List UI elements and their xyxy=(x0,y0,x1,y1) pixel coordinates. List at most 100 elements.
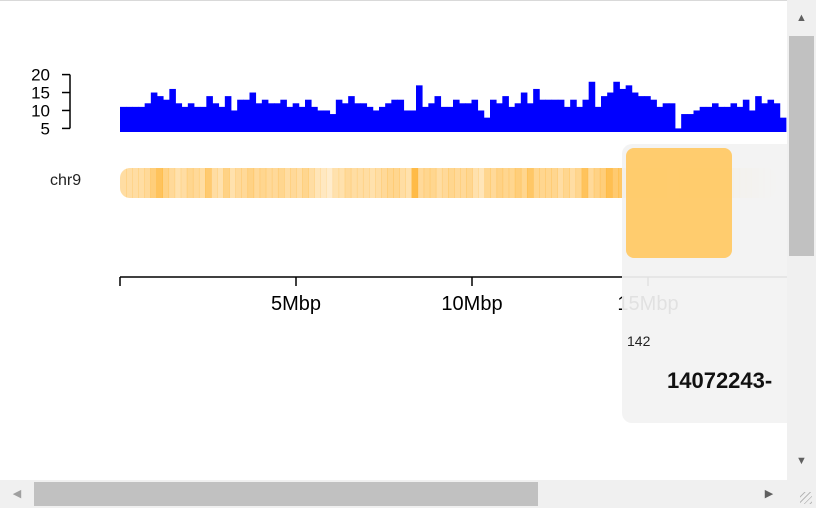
histogram-bar xyxy=(496,103,503,132)
histogram-bar xyxy=(317,110,324,132)
histogram-bar xyxy=(588,81,596,132)
ideogram-band xyxy=(551,168,558,198)
histogram-bar xyxy=(163,99,170,132)
ideogram-band xyxy=(308,168,315,198)
histogram-bar xyxy=(348,96,355,132)
histogram-bar xyxy=(305,99,312,132)
resize-grip-icon[interactable] xyxy=(800,492,812,504)
histogram-bar xyxy=(705,106,713,132)
ideogram-band xyxy=(314,168,321,198)
y-tick-label: 5 xyxy=(41,119,50,138)
histogram-bar xyxy=(570,99,577,132)
horizontal-scrollbar[interactable]: ◀ ▶ xyxy=(0,480,787,508)
histogram-bar xyxy=(675,128,682,132)
histogram-bar xyxy=(539,99,546,132)
histogram-bar xyxy=(582,99,590,132)
histogram-bar xyxy=(323,110,331,132)
histogram-bar xyxy=(681,114,688,132)
histogram-bar xyxy=(144,103,152,132)
x-tick-label: 10Mbp xyxy=(441,293,502,315)
ideogram-band xyxy=(393,168,400,198)
histogram-bar xyxy=(366,106,374,132)
histogram-bar xyxy=(280,99,287,132)
ideogram-band xyxy=(478,168,485,198)
histogram-bar xyxy=(730,103,738,132)
ideogram-band xyxy=(381,168,388,198)
ideogram-band xyxy=(612,168,619,198)
ideogram-band xyxy=(587,168,595,198)
ideogram-band xyxy=(223,168,230,198)
ideogram-band xyxy=(138,168,145,198)
scroll-up-icon[interactable]: ▲ xyxy=(796,12,807,24)
horizontal-scroll-thumb[interactable] xyxy=(34,482,538,506)
ideogram-band xyxy=(259,168,267,198)
ideogram-band xyxy=(344,168,352,198)
histogram-bar xyxy=(120,106,127,132)
histogram-bar xyxy=(779,117,787,132)
histogram-bar xyxy=(243,99,250,132)
resize-corner[interactable] xyxy=(787,480,816,508)
x-tick-label: 5Mbp xyxy=(271,293,321,315)
ideogram-band xyxy=(302,168,309,198)
histogram-bar xyxy=(601,96,608,132)
histogram-bar xyxy=(298,106,306,132)
ideogram-band xyxy=(132,168,139,198)
histogram-bar xyxy=(311,106,318,132)
histogram-bar xyxy=(268,103,275,132)
ideogram-band xyxy=(484,168,492,198)
ideogram-band xyxy=(150,168,157,198)
ideogram-band xyxy=(205,168,212,198)
scroll-down-icon[interactable]: ▼ xyxy=(796,455,807,467)
ideogram-band xyxy=(466,168,473,198)
scroll-right-icon[interactable]: ▶ xyxy=(764,488,774,500)
histogram-bar xyxy=(508,106,516,132)
histogram-bar xyxy=(594,106,602,132)
ideogram-band xyxy=(435,168,443,198)
histogram-bar xyxy=(126,106,133,132)
histogram-bar xyxy=(274,103,281,132)
ideogram-band xyxy=(168,168,176,198)
histogram-bar xyxy=(385,103,392,132)
ideogram-band xyxy=(417,168,425,198)
histogram-bar xyxy=(520,92,528,132)
histogram-bar xyxy=(483,117,491,132)
histogram-bar xyxy=(169,88,176,132)
histogram-bar xyxy=(724,106,731,132)
ideogram-band xyxy=(472,168,479,198)
tooltip-card: 142 14072243- xyxy=(622,144,787,423)
histogram-bar xyxy=(255,103,263,132)
vertical-scrollbar[interactable]: ▲ ▼ xyxy=(787,0,816,480)
histogram-bar xyxy=(329,114,337,132)
histogram-bar xyxy=(416,85,423,132)
histogram-bar xyxy=(453,99,460,132)
histogram-bar xyxy=(767,99,775,132)
ideogram-band xyxy=(399,168,406,198)
ideogram-band xyxy=(198,168,206,198)
histogram-bar xyxy=(712,103,719,132)
ideogram-band xyxy=(174,168,182,198)
y-tick-label: 10 xyxy=(31,101,50,120)
histogram-bar xyxy=(761,103,768,132)
histogram-bar xyxy=(391,99,398,132)
histogram-bar xyxy=(354,103,361,132)
ideogram-band xyxy=(605,168,613,198)
histogram-bar xyxy=(335,99,343,132)
histogram-bar xyxy=(150,92,158,132)
ideogram-band xyxy=(162,168,170,198)
ideogram-band xyxy=(411,168,419,198)
histogram-bar xyxy=(742,99,750,132)
scroll-left-icon[interactable]: ◀ xyxy=(12,488,22,500)
histogram-bar xyxy=(576,106,583,132)
ideogram-band xyxy=(441,168,449,198)
tooltip-color-swatch xyxy=(626,148,732,258)
ideogram-band xyxy=(526,168,534,198)
histogram-bar xyxy=(379,106,386,132)
histogram-bar xyxy=(490,99,497,132)
histogram-bar xyxy=(237,99,244,132)
vertical-scroll-thumb[interactable] xyxy=(789,36,814,256)
ideogram-band xyxy=(496,168,504,198)
chromosome-label: chr9 xyxy=(50,172,82,189)
histogram-bar xyxy=(187,103,195,132)
ideogram-band xyxy=(563,168,570,198)
